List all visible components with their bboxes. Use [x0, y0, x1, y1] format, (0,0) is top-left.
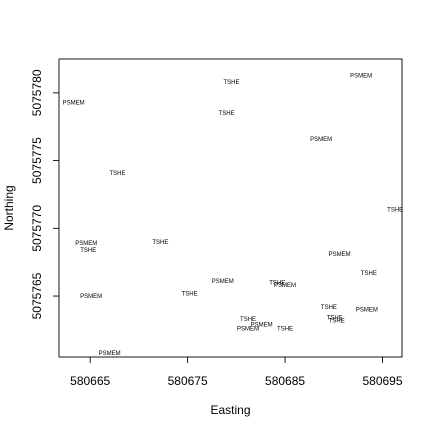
point-label-psmem: PSMEM: [251, 322, 273, 328]
y-tick-label: 5075780: [30, 69, 44, 116]
point-label-psmem: PSMEM: [274, 283, 296, 289]
point-label-tshe: TSHE: [152, 240, 168, 246]
plot-frame: [58, 58, 403, 358]
point-label-tshe: TSHE: [387, 207, 403, 213]
point-label-tshe: TSHE: [329, 318, 345, 324]
point-label-psmem: PSMEM: [310, 137, 332, 143]
point-label-tshe: TSHE: [182, 291, 198, 297]
point-label-psmem: PSMEM: [329, 252, 351, 258]
x-tick-label: 580675: [168, 374, 208, 388]
point-label-psmem: PSMEM: [63, 100, 85, 106]
point-label-tshe: TSHE: [277, 327, 293, 333]
x-tick-label: 580665: [70, 374, 110, 388]
point-label-psmem: PSMEM: [80, 294, 102, 300]
x-tick-label: 580695: [362, 374, 402, 388]
point-label-tshe: TSHE: [240, 317, 256, 323]
point-label-tshe: TSHE: [269, 281, 285, 287]
point-label-psmem: PSMEM: [356, 308, 378, 314]
point-label-tshe: TSHE: [109, 171, 125, 177]
y-tick-label: 5075770: [30, 205, 44, 252]
point-label-psmem: PSMEM: [237, 327, 259, 333]
x-axis-title: Easting: [210, 403, 250, 417]
point-label-tshe: TSHE: [219, 111, 235, 117]
point-label-psmem: PSMEM: [212, 279, 234, 285]
point-label-tshe: TSHE: [223, 80, 239, 86]
y-tick-label: 5075775: [30, 137, 44, 184]
point-label-psmem: PSMEM: [350, 73, 372, 79]
x-tick-label: 580685: [265, 374, 305, 388]
y-axis-title: Northing: [2, 185, 16, 230]
y-axis: 5075765 5075770 5075775 5075780: [30, 69, 59, 319]
point-label-tshe: TSHE: [321, 305, 337, 311]
point-label-tshe: TSHE: [80, 248, 96, 254]
point-label-tshe: TSHE: [327, 316, 343, 322]
point-labels: PSMEMTSHEPSMEMTSHEPSMEMTSHETSHEPSMEMTSHE…: [63, 73, 404, 357]
y-tick-label: 5075765: [30, 272, 44, 319]
point-label-tshe: TSHE: [361, 271, 377, 277]
point-label-psmem: PSMEM: [99, 351, 121, 357]
x-axis: 580665 580675 580685 580695: [70, 357, 403, 388]
point-label-psmem: PSMEM: [75, 241, 97, 247]
